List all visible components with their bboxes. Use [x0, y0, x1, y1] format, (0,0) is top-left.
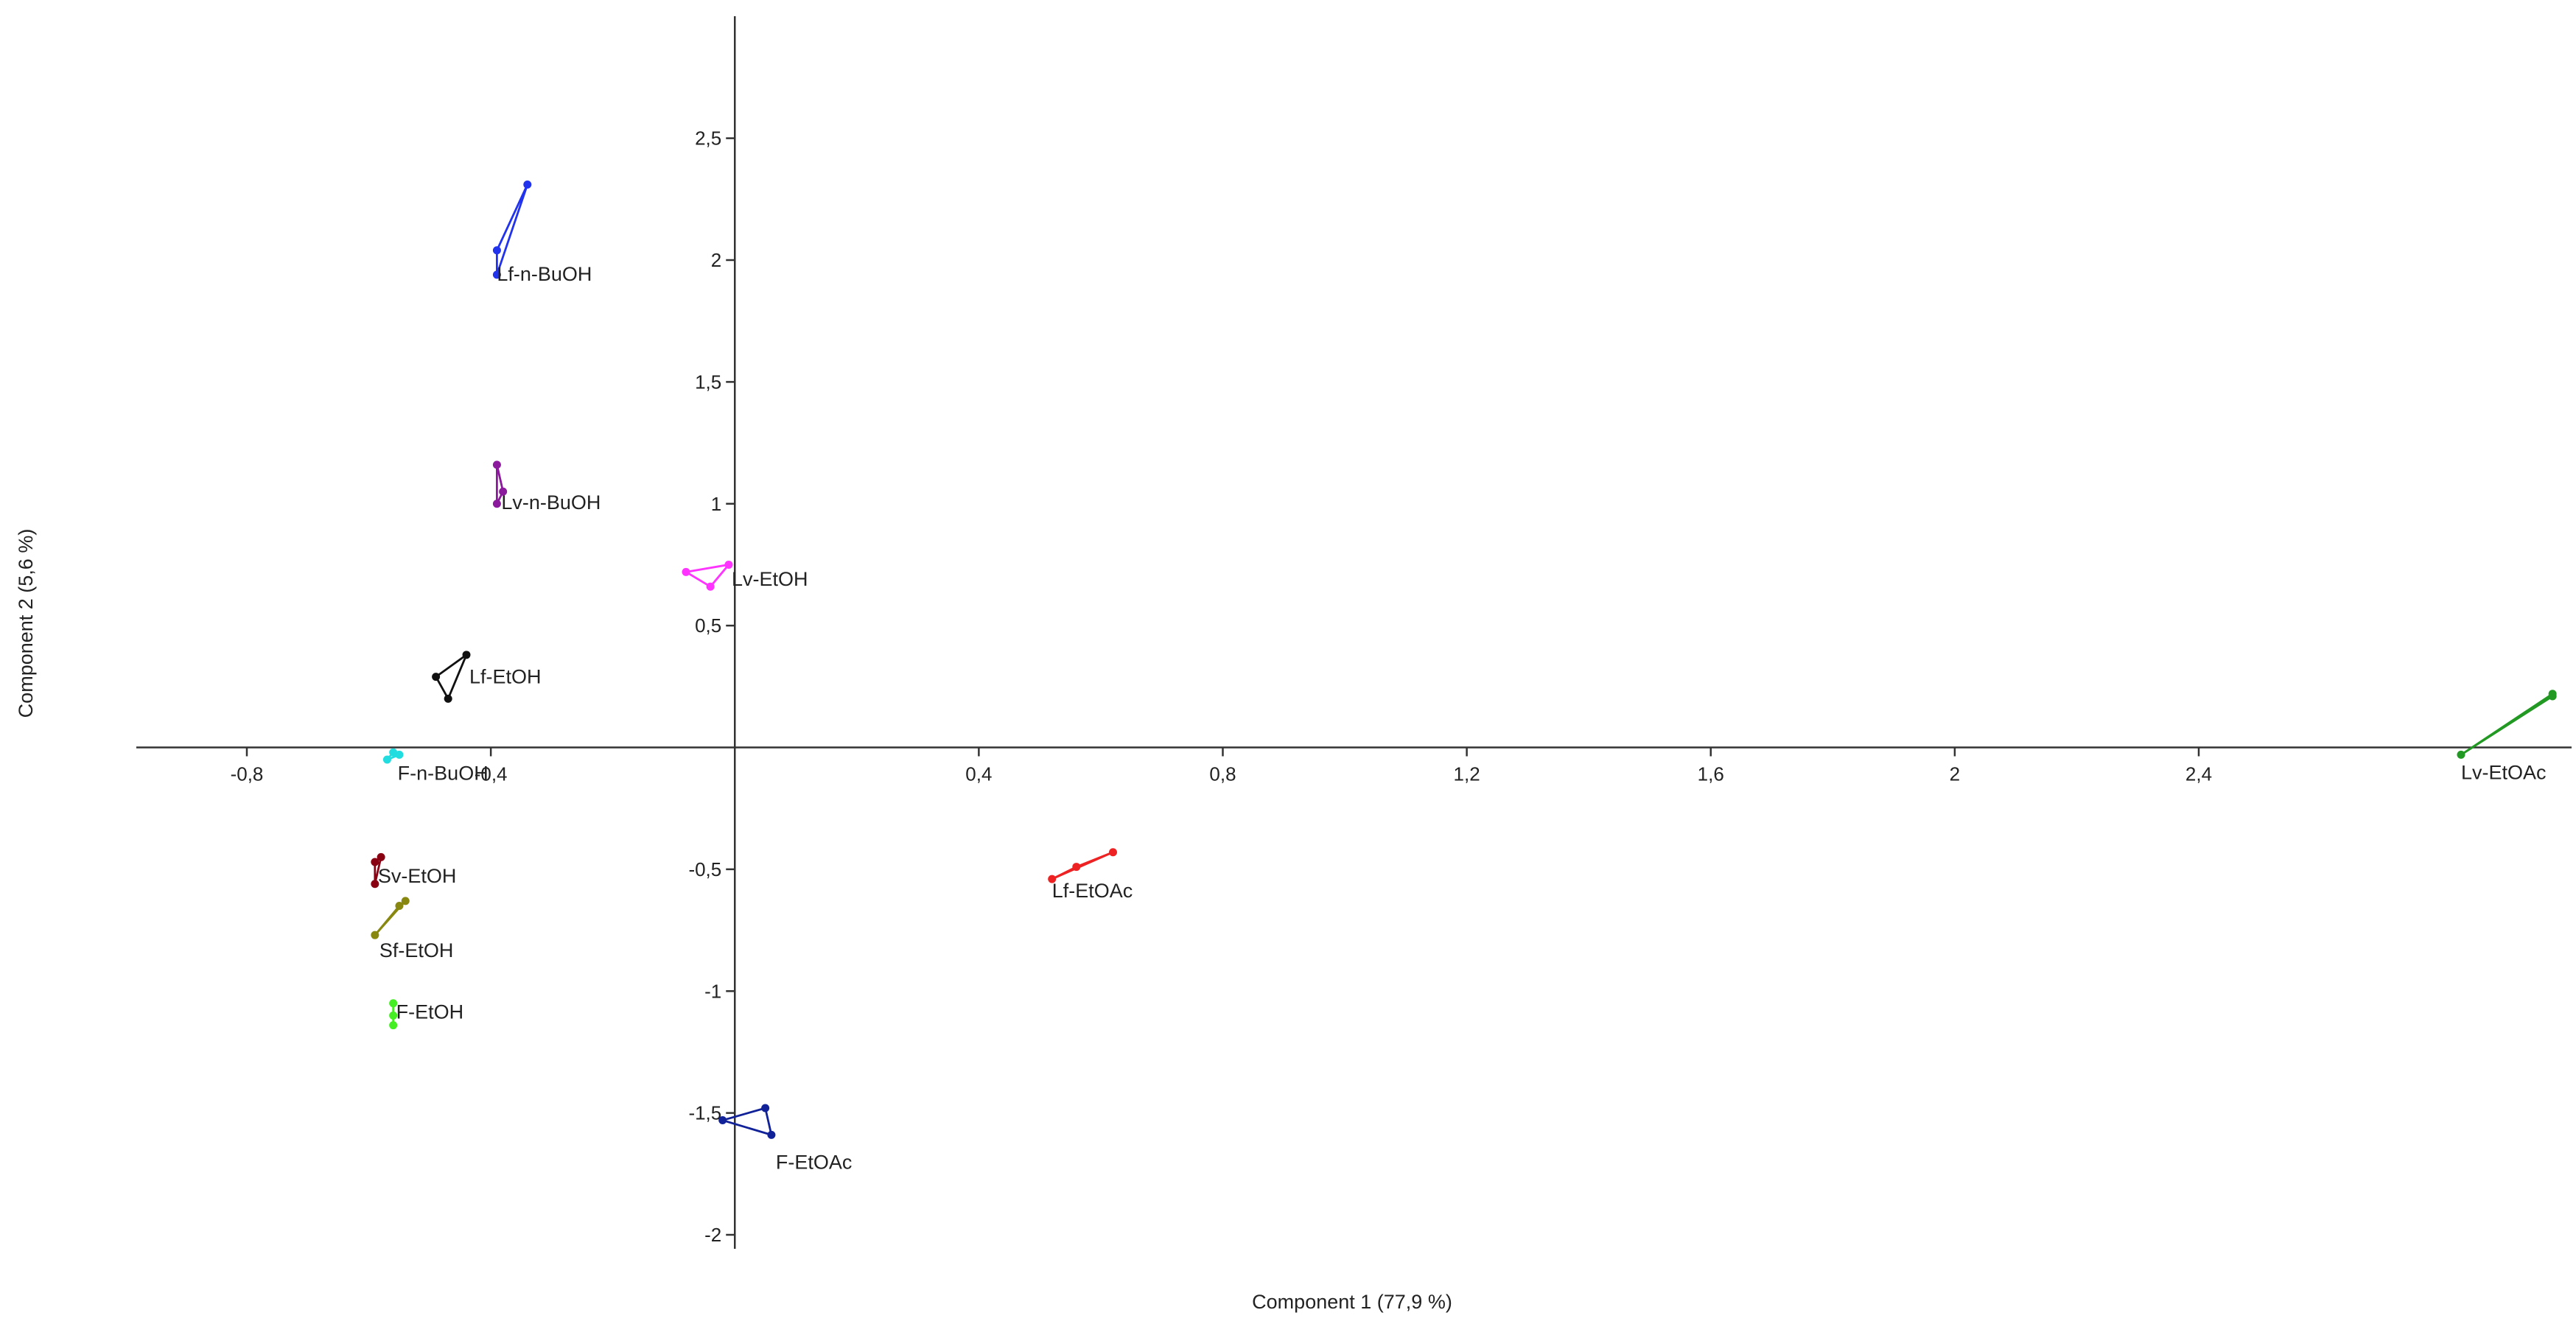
- data-point: [492, 500, 501, 508]
- data-point: [371, 858, 379, 866]
- group-label: Sf-EtOH: [379, 939, 454, 961]
- group-lf-etoh: Lf-EtOH: [432, 651, 542, 703]
- data-point: [682, 567, 690, 576]
- y-tick-label: 2,5: [695, 127, 721, 150]
- data-point: [395, 901, 404, 910]
- x-tick-label: 2,4: [2185, 763, 2212, 785]
- hull-outline: [1051, 851, 1114, 880]
- y-tick-label: 1,5: [695, 371, 721, 393]
- y-tick-label: 1: [711, 493, 721, 515]
- group-label: Lf-EtOH: [469, 665, 542, 687]
- data-point: [706, 582, 715, 591]
- group-sf-etoh: Sf-EtOH: [371, 897, 453, 961]
- group-f-n-buoh: F-n-BuOH: [382, 748, 489, 784]
- group-f-etoac: F-EtOAc: [718, 1104, 853, 1173]
- group-label: Lf-EtOAc: [1052, 880, 1133, 902]
- hull-outline: [496, 463, 505, 505]
- group-label: F-n-BuOH: [398, 762, 489, 784]
- y-tick-label: -2: [704, 1224, 721, 1246]
- group-label: F-EtOAc: [776, 1151, 853, 1173]
- group-label: Lv-n-BuOH: [501, 491, 601, 514]
- y-tick-label: 0,5: [695, 614, 721, 637]
- y-tick-label: -0,5: [688, 858, 721, 880]
- hull-outline: [2460, 693, 2554, 756]
- data-point: [1108, 848, 1117, 857]
- data-point: [389, 1011, 398, 1020]
- group-label: Lf-n-BuOH: [497, 263, 592, 285]
- data-point: [371, 931, 379, 939]
- group-f-etoh: F-EtOH: [389, 999, 464, 1030]
- data-point: [401, 897, 410, 905]
- data-point: [492, 460, 501, 469]
- x-axis-title: Component 1 (77,9 %): [1252, 1291, 1452, 1313]
- data-point: [767, 1130, 776, 1139]
- data-point: [462, 651, 471, 659]
- data-point: [2548, 692, 2557, 701]
- hull-outline: [435, 654, 468, 700]
- x-tick-label: -0,8: [231, 763, 264, 785]
- x-tick-label: 1,2: [1454, 763, 1480, 785]
- y-tick-label: -1: [704, 980, 721, 1002]
- data-point: [492, 270, 501, 279]
- data-point: [2457, 750, 2465, 759]
- data-point: [382, 755, 391, 764]
- group-lf-etoac: Lf-EtOAc: [1048, 848, 1133, 902]
- y-axis-title: Component 2 (5,6 %): [15, 529, 37, 718]
- hull-outline: [721, 1107, 773, 1136]
- data-point: [377, 852, 385, 861]
- data-point: [432, 673, 441, 681]
- data-point: [523, 180, 532, 189]
- data-point: [499, 487, 508, 496]
- data-point: [492, 246, 501, 255]
- group-lv-etoh: Lv-EtOH: [682, 560, 808, 591]
- x-tick-label: 0,8: [1209, 763, 1236, 785]
- group-label: Lv-EtOH: [732, 568, 808, 590]
- data-point: [1072, 863, 1081, 872]
- y-tick-label: -1,5: [688, 1102, 721, 1124]
- data-point: [444, 694, 452, 703]
- group-lf-n-buoh: Lf-n-BuOH: [492, 180, 592, 285]
- x-tick-label: 1,6: [1698, 763, 1724, 785]
- data-point: [389, 1021, 398, 1030]
- group-lv-n-buoh: Lv-n-BuOH: [492, 460, 601, 514]
- x-tick-label: -0,4: [475, 763, 508, 785]
- data-point: [389, 748, 398, 757]
- data-point: [718, 1116, 727, 1125]
- group-label: F-EtOH: [396, 1001, 464, 1023]
- group-sv-etoh: Sv-EtOH: [371, 852, 457, 889]
- x-tick-label: 0,4: [965, 763, 992, 785]
- data-point: [389, 999, 398, 1008]
- data-point: [724, 560, 733, 569]
- x-tick-label: 2: [1950, 763, 1960, 785]
- y-tick-label: 2: [711, 249, 721, 271]
- group-label: Sv-EtOH: [378, 865, 457, 887]
- group-label: Lv-EtOAc: [2461, 761, 2547, 783]
- data-point: [371, 880, 379, 889]
- data-point: [1048, 875, 1057, 883]
- data-point: [395, 750, 404, 759]
- hull-outline: [685, 564, 730, 588]
- data-point: [761, 1104, 770, 1112]
- hull-outline: [496, 183, 529, 276]
- group-lv-etoac: Lv-EtOAc: [2457, 690, 2557, 783]
